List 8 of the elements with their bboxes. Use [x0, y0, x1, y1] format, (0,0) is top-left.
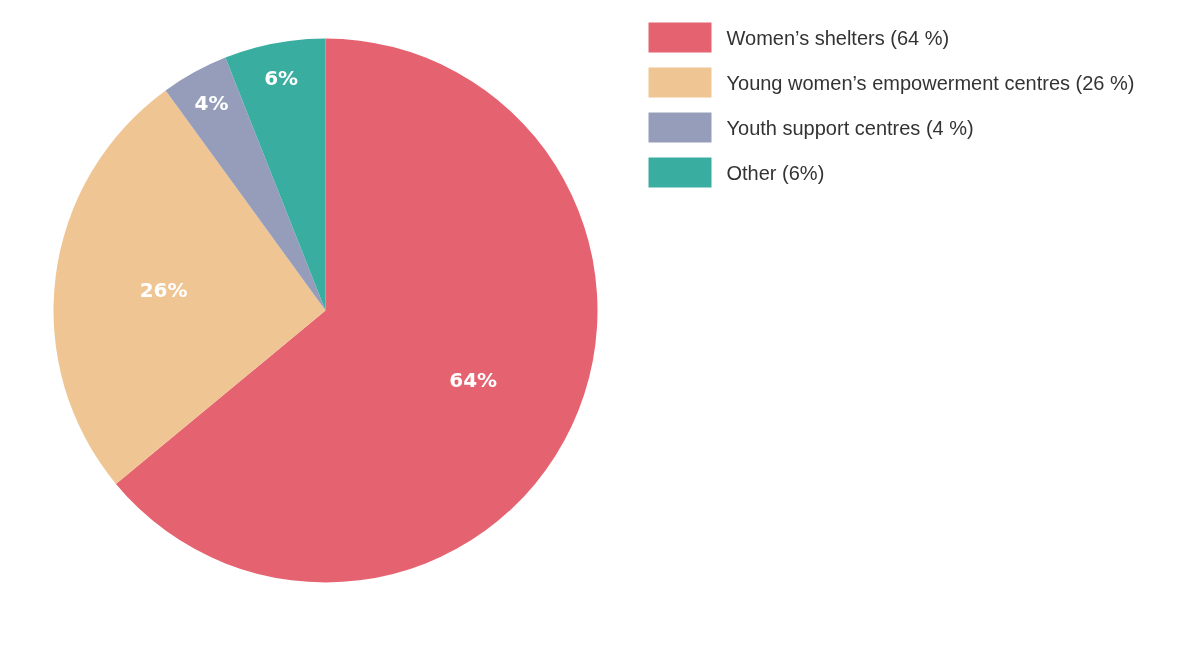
- legend-label: Other (6%): [726, 161, 825, 184]
- legend-label: Youth support centres (4 %): [726, 116, 974, 139]
- data-label: 26%: [139, 278, 188, 303]
- legend-label: Young women’s empowerment centres (26 %): [726, 71, 1135, 94]
- data-label: 4%: [194, 91, 229, 116]
- legend-label: Women’s shelters (64 %): [726, 26, 950, 49]
- data-label: 6%: [264, 66, 299, 91]
- data-label: 64%: [449, 367, 498, 392]
